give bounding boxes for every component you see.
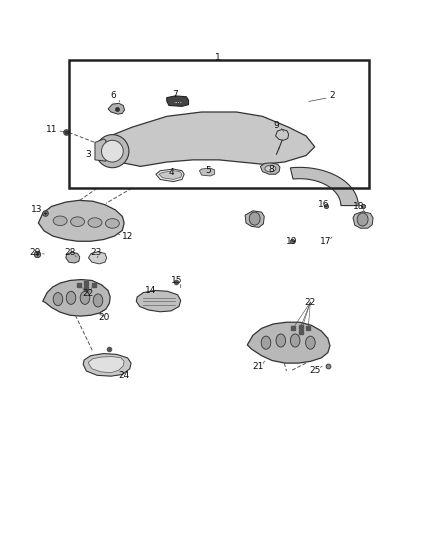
Polygon shape [108, 103, 124, 114]
Polygon shape [43, 279, 110, 316]
Ellipse shape [357, 213, 368, 226]
Ellipse shape [265, 165, 276, 172]
Text: 1: 1 [215, 53, 221, 62]
Text: 7: 7 [173, 90, 178, 99]
Text: 5: 5 [205, 166, 211, 175]
Polygon shape [290, 167, 358, 206]
Text: 14: 14 [145, 286, 156, 295]
Polygon shape [88, 357, 124, 373]
Polygon shape [66, 252, 80, 263]
Polygon shape [167, 96, 188, 107]
Text: 25: 25 [309, 366, 321, 375]
Polygon shape [247, 322, 330, 363]
Polygon shape [156, 169, 184, 182]
Polygon shape [199, 168, 215, 176]
Polygon shape [39, 200, 124, 241]
Polygon shape [88, 252, 107, 264]
Text: 13: 13 [32, 205, 43, 214]
Text: 3: 3 [85, 150, 91, 159]
Text: 18: 18 [353, 202, 364, 211]
Text: 20: 20 [98, 313, 110, 322]
Text: 9: 9 [274, 120, 279, 130]
Text: 17: 17 [320, 237, 332, 246]
Text: 21: 21 [252, 362, 264, 371]
Text: 16: 16 [318, 200, 329, 209]
Text: 15: 15 [170, 276, 182, 285]
Ellipse shape [80, 292, 90, 304]
Text: ....: .... [173, 98, 182, 104]
Text: 29: 29 [30, 248, 41, 257]
Ellipse shape [306, 336, 315, 349]
Ellipse shape [276, 334, 286, 347]
Text: 4: 4 [168, 168, 174, 177]
Polygon shape [136, 290, 181, 312]
Polygon shape [245, 211, 264, 228]
Ellipse shape [249, 212, 260, 225]
Ellipse shape [290, 334, 300, 347]
Ellipse shape [88, 218, 102, 228]
Circle shape [96, 135, 129, 168]
Text: 8: 8 [268, 165, 274, 174]
Text: 19: 19 [286, 237, 298, 246]
Polygon shape [83, 353, 131, 376]
Ellipse shape [261, 336, 271, 349]
Polygon shape [95, 139, 106, 161]
Ellipse shape [53, 216, 67, 225]
Text: 28: 28 [64, 248, 76, 257]
Text: 24: 24 [119, 371, 130, 380]
Text: 6: 6 [111, 91, 117, 100]
Bar [69, 60, 369, 188]
Text: 22: 22 [83, 289, 94, 298]
Polygon shape [276, 130, 289, 140]
Ellipse shape [93, 294, 103, 307]
Text: 12: 12 [122, 232, 133, 241]
Text: 23: 23 [91, 248, 102, 257]
Ellipse shape [53, 293, 63, 305]
Text: 22: 22 [305, 298, 316, 306]
Circle shape [102, 140, 123, 162]
Text: 2: 2 [329, 91, 335, 100]
Ellipse shape [71, 217, 85, 227]
Polygon shape [260, 163, 280, 174]
Ellipse shape [106, 219, 119, 228]
Polygon shape [159, 171, 182, 180]
Polygon shape [353, 212, 373, 228]
Text: 11: 11 [46, 125, 57, 134]
Polygon shape [97, 112, 315, 166]
Ellipse shape [66, 292, 76, 304]
